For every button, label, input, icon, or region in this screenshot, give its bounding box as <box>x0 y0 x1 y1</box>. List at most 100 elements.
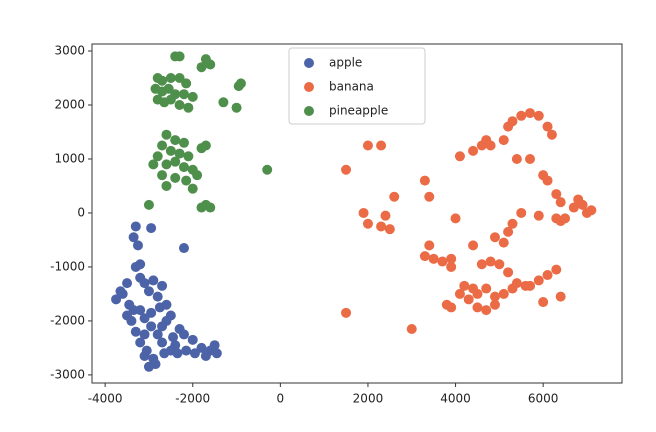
x-tick-label: 2000 <box>353 392 384 406</box>
point <box>130 221 141 232</box>
point <box>132 240 143 251</box>
point <box>189 348 200 359</box>
point <box>178 243 189 254</box>
point <box>170 135 181 146</box>
y-tick-label: -1000 <box>50 259 85 273</box>
point <box>463 294 474 305</box>
point <box>507 116 518 127</box>
point <box>200 140 211 151</box>
point <box>376 221 387 232</box>
point <box>468 240 479 251</box>
point <box>459 280 470 291</box>
legend-marker <box>304 82 314 92</box>
point <box>542 270 553 281</box>
point <box>143 199 154 210</box>
y-tick-label: -3000 <box>50 367 85 381</box>
point <box>135 337 146 348</box>
point <box>161 299 172 310</box>
point <box>362 140 373 151</box>
point <box>181 345 192 356</box>
point <box>196 202 207 213</box>
point <box>380 210 391 221</box>
point <box>187 334 198 345</box>
x-tick-label: 4000 <box>440 392 471 406</box>
point <box>187 91 198 102</box>
point <box>555 291 566 302</box>
point <box>157 75 168 86</box>
point <box>165 145 176 156</box>
point <box>183 151 194 162</box>
legend-label: pineapple <box>329 104 388 118</box>
point <box>507 283 518 294</box>
y-tick-label: 2000 <box>54 97 85 111</box>
point <box>468 283 479 294</box>
point <box>551 264 562 275</box>
point <box>498 237 509 248</box>
point <box>196 62 207 73</box>
point <box>233 81 244 92</box>
point <box>533 210 544 221</box>
point <box>494 259 505 270</box>
point <box>446 302 457 313</box>
x-tick-label: -4000 <box>88 392 123 406</box>
point <box>498 288 509 299</box>
point <box>485 256 496 267</box>
point <box>468 145 479 156</box>
point <box>503 226 514 237</box>
point <box>181 175 192 186</box>
point <box>183 102 194 113</box>
y-tick-label: 0 <box>77 205 85 219</box>
point <box>437 256 448 267</box>
point <box>341 307 352 318</box>
point <box>157 280 168 291</box>
legend-label: apple <box>329 56 362 70</box>
point <box>341 164 352 175</box>
point <box>481 305 492 316</box>
point <box>161 159 172 170</box>
point <box>152 151 163 162</box>
point <box>376 140 387 151</box>
point <box>187 183 198 194</box>
point <box>122 278 133 289</box>
point <box>511 153 522 164</box>
point <box>139 351 150 362</box>
point <box>577 199 588 210</box>
point <box>485 140 496 151</box>
point <box>178 89 189 100</box>
point <box>130 326 141 337</box>
point <box>148 275 159 286</box>
point <box>533 275 544 286</box>
point <box>538 297 549 308</box>
point <box>446 261 457 272</box>
point <box>139 329 150 340</box>
point <box>586 205 597 216</box>
point <box>358 207 369 218</box>
legend-label: banana <box>329 80 374 94</box>
point <box>428 253 439 264</box>
point <box>170 156 181 167</box>
point <box>157 170 168 181</box>
point <box>516 207 527 218</box>
point <box>454 288 465 299</box>
point <box>139 278 150 289</box>
point <box>170 172 181 183</box>
point <box>489 291 500 302</box>
point <box>152 291 163 302</box>
point <box>178 329 189 340</box>
plot-frame <box>91 43 623 384</box>
point <box>211 348 222 359</box>
point <box>389 191 400 202</box>
point <box>128 232 139 243</box>
point <box>192 170 203 181</box>
point <box>135 305 146 316</box>
point <box>172 348 183 359</box>
point <box>135 259 146 270</box>
point <box>542 121 553 132</box>
point <box>146 321 157 332</box>
point <box>489 299 500 310</box>
point <box>178 162 189 173</box>
point <box>424 191 435 202</box>
point <box>174 148 185 159</box>
point <box>481 283 492 294</box>
